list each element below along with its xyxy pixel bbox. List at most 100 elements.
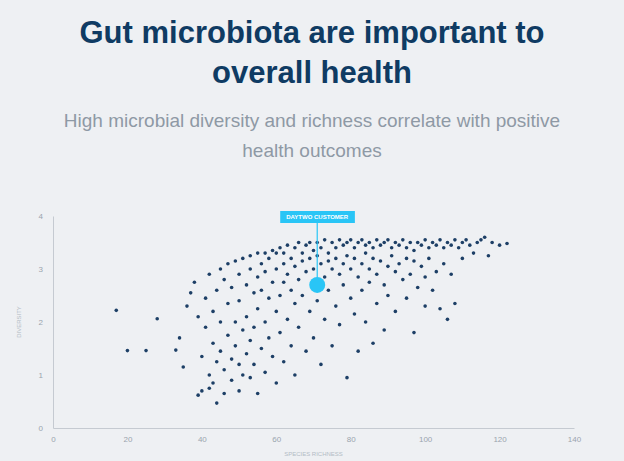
tick-label: 3 [39, 265, 44, 274]
point [230, 286, 234, 290]
point [420, 243, 424, 247]
tick: 80 [347, 428, 356, 444]
point [349, 296, 353, 300]
tick-label: 4 [39, 212, 44, 221]
tick-label: 120 [493, 435, 507, 444]
point [282, 262, 286, 266]
point [360, 262, 364, 266]
point [394, 270, 398, 274]
point [189, 291, 193, 295]
point [408, 241, 412, 245]
point [215, 401, 219, 405]
point [286, 273, 290, 277]
point [248, 254, 252, 258]
point [371, 257, 375, 261]
tick: 0 [39, 424, 53, 433]
tick-label: 0 [39, 424, 44, 433]
point [431, 288, 435, 292]
point [375, 273, 379, 277]
title-line: overall health [212, 55, 412, 90]
point [308, 241, 312, 245]
point [487, 254, 491, 258]
point [301, 294, 305, 298]
point [490, 241, 494, 245]
point [219, 349, 223, 353]
point [327, 251, 331, 255]
point [453, 302, 457, 306]
point [219, 320, 223, 324]
point [245, 315, 249, 319]
tick: 20 [123, 428, 132, 444]
point [278, 294, 282, 298]
point [237, 299, 241, 303]
title-line: Gut microbiota are important to [79, 15, 544, 50]
point [267, 336, 271, 340]
point [401, 278, 405, 282]
point [293, 246, 297, 250]
point [449, 273, 453, 277]
point [379, 243, 383, 247]
point [442, 262, 446, 266]
tick-label: 2 [39, 318, 44, 327]
point [263, 270, 267, 274]
subtitle-line: High microbial diversity and richness co… [64, 110, 560, 131]
point [260, 347, 264, 351]
tick: 4 [39, 212, 53, 221]
point [293, 302, 297, 306]
point [267, 296, 271, 300]
point [330, 344, 334, 348]
point [211, 381, 215, 385]
point [274, 381, 278, 385]
point [315, 299, 319, 303]
point [222, 392, 226, 396]
point [412, 249, 416, 253]
point [263, 320, 267, 324]
point [341, 243, 345, 247]
point [271, 280, 275, 284]
annotation-text: DAYTWO CUSTOMER [286, 214, 349, 220]
point [330, 267, 334, 271]
tick: 100 [419, 428, 433, 444]
point [468, 243, 472, 247]
point [252, 291, 256, 295]
point [334, 304, 338, 308]
point [479, 238, 483, 242]
point [461, 241, 465, 245]
point [312, 249, 316, 253]
point [364, 243, 368, 247]
point [371, 246, 375, 250]
point [260, 262, 264, 266]
point [360, 288, 364, 292]
point [297, 326, 301, 330]
point [226, 262, 230, 266]
point [323, 238, 327, 242]
point [271, 355, 275, 359]
axis-line [54, 428, 575, 429]
axis-line [53, 217, 54, 429]
point [234, 320, 238, 324]
point [241, 328, 245, 332]
point [234, 344, 238, 348]
point [420, 265, 424, 269]
point [222, 278, 226, 282]
point [234, 259, 238, 263]
tick-label: 80 [347, 435, 356, 444]
point [405, 296, 409, 300]
point [293, 265, 297, 269]
point [267, 257, 271, 261]
point [356, 349, 360, 353]
point [349, 238, 353, 242]
point [475, 241, 479, 245]
point [397, 262, 401, 266]
annotation-point [309, 277, 325, 293]
point [196, 393, 200, 397]
point [237, 363, 241, 367]
point [457, 246, 461, 250]
point [263, 251, 267, 255]
point [226, 333, 230, 337]
point [341, 283, 345, 287]
point [289, 257, 293, 261]
y-axis: 01234 [39, 212, 54, 433]
point [245, 352, 249, 356]
point [230, 379, 234, 383]
